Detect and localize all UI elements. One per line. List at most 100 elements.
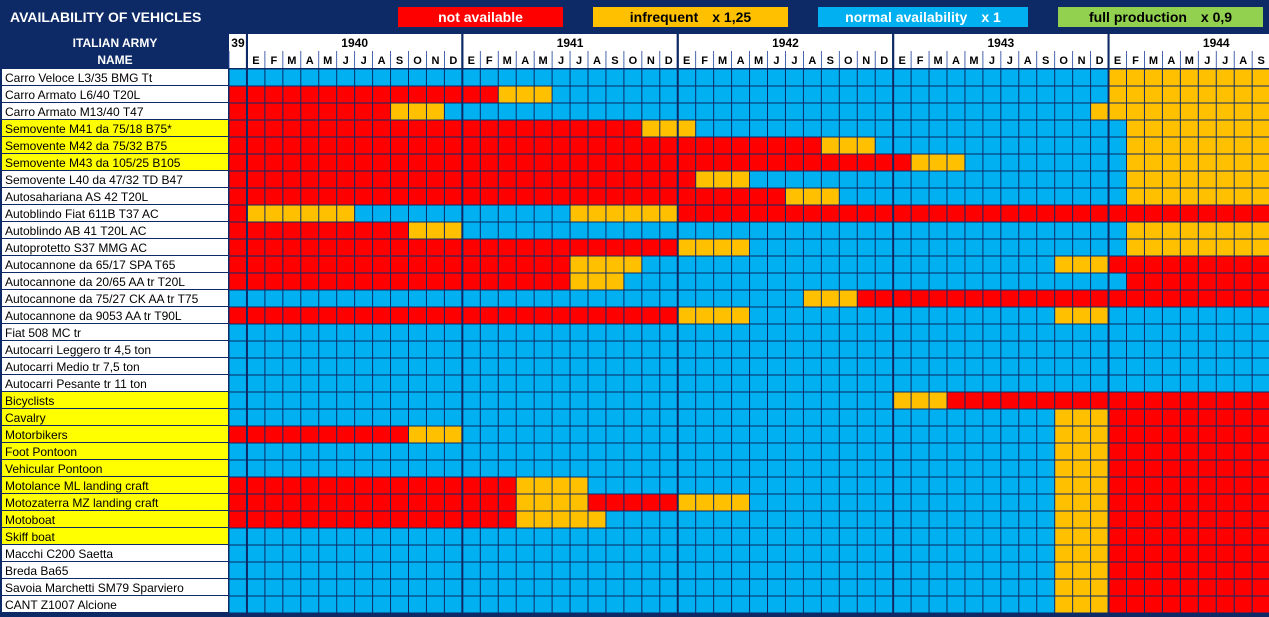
availability-cell bbox=[355, 324, 373, 341]
availability-cell bbox=[480, 528, 498, 545]
availability-cell bbox=[552, 426, 570, 443]
availability-cell bbox=[696, 239, 714, 256]
availability-cell bbox=[391, 154, 408, 171]
availability-cell bbox=[947, 477, 965, 494]
availability-cell bbox=[624, 154, 642, 171]
availability-cell bbox=[247, 290, 265, 307]
month-label: A bbox=[378, 55, 386, 67]
availability-cell bbox=[480, 239, 498, 256]
availability-cell bbox=[337, 511, 355, 528]
availability-cell bbox=[373, 460, 391, 477]
availability-cell bbox=[606, 69, 624, 86]
availability-cell bbox=[337, 137, 355, 154]
availability-cell bbox=[660, 103, 678, 120]
availability-cell bbox=[1001, 375, 1019, 392]
availability-cell bbox=[893, 511, 911, 528]
availability-cell bbox=[391, 324, 408, 341]
availability-cell bbox=[1073, 477, 1091, 494]
month-label: S bbox=[396, 55, 403, 67]
availability-cell bbox=[624, 409, 642, 426]
availability-cell bbox=[1252, 290, 1269, 307]
availability-cell bbox=[839, 443, 857, 460]
availability-cell bbox=[857, 426, 875, 443]
row-name-cell bbox=[2, 239, 228, 255]
availability-cell bbox=[247, 120, 265, 137]
availability-cell bbox=[911, 103, 929, 120]
availability-cell bbox=[588, 358, 606, 375]
availability-cell bbox=[768, 324, 785, 341]
availability-cell bbox=[1109, 562, 1126, 579]
availability-cell bbox=[283, 239, 301, 256]
availability-cell bbox=[283, 154, 301, 171]
month-label: J bbox=[989, 55, 995, 67]
availability-cell bbox=[929, 137, 947, 154]
availability-cell bbox=[265, 375, 283, 392]
availability-cell bbox=[319, 341, 337, 358]
availability-cell bbox=[1252, 154, 1269, 171]
row-name-cell bbox=[2, 69, 228, 85]
availability-cell bbox=[1037, 426, 1055, 443]
availability-cell bbox=[1127, 460, 1144, 477]
availability-cell bbox=[1127, 545, 1144, 562]
availability-cell bbox=[803, 579, 821, 596]
availability-cell bbox=[265, 324, 283, 341]
year-label-1941: 1941 bbox=[557, 36, 584, 50]
availability-cell bbox=[1037, 409, 1055, 426]
availability-cell bbox=[480, 256, 498, 273]
row-name: Cavalry bbox=[5, 411, 46, 425]
availability-cell bbox=[857, 290, 875, 307]
availability-cell bbox=[1127, 341, 1144, 358]
availability-cell bbox=[660, 409, 678, 426]
availability-cell bbox=[337, 171, 355, 188]
availability-cell bbox=[498, 562, 516, 579]
availability-cell bbox=[498, 358, 516, 375]
availability-cell bbox=[265, 409, 283, 426]
availability-cell bbox=[1109, 290, 1126, 307]
availability-cell bbox=[785, 239, 803, 256]
row-name: Skiff boat bbox=[5, 530, 55, 544]
availability-cell bbox=[1252, 120, 1269, 137]
availability-cell bbox=[839, 477, 857, 494]
availability-cell bbox=[337, 528, 355, 545]
availability-cell bbox=[552, 341, 570, 358]
availability-cell bbox=[911, 494, 929, 511]
availability-cell bbox=[1019, 477, 1037, 494]
availability-cell bbox=[1234, 443, 1252, 460]
availability-cell bbox=[929, 273, 947, 290]
availability-cell bbox=[803, 409, 821, 426]
availability-cell bbox=[462, 69, 480, 86]
availability-cell bbox=[229, 205, 247, 222]
availability-cell bbox=[785, 443, 803, 460]
availability-cell bbox=[839, 358, 857, 375]
year-label-1944: 1944 bbox=[1203, 36, 1230, 50]
availability-cell bbox=[229, 171, 247, 188]
availability-cell bbox=[965, 69, 983, 86]
availability-cell bbox=[606, 358, 624, 375]
availability-cell bbox=[355, 307, 373, 324]
availability-cell bbox=[444, 426, 462, 443]
availability-cell bbox=[588, 375, 606, 392]
availability-cell bbox=[480, 579, 498, 596]
availability-cell bbox=[1037, 205, 1055, 222]
availability-cell bbox=[1198, 528, 1216, 545]
availability-cell bbox=[1001, 341, 1019, 358]
availability-cell bbox=[785, 137, 803, 154]
row-name-cell bbox=[2, 324, 228, 340]
availability-cell bbox=[1216, 341, 1234, 358]
availability-cell bbox=[373, 171, 391, 188]
availability-cell bbox=[355, 256, 373, 273]
availability-cell bbox=[624, 324, 642, 341]
availability-cell bbox=[983, 239, 1001, 256]
availability-cell bbox=[337, 103, 355, 120]
availability-cell bbox=[283, 324, 301, 341]
availability-cell bbox=[893, 205, 911, 222]
availability-cell bbox=[1252, 511, 1269, 528]
availability-cell bbox=[534, 188, 552, 205]
availability-cell bbox=[534, 409, 552, 426]
availability-cell bbox=[929, 528, 947, 545]
availability-cell bbox=[1162, 545, 1180, 562]
availability-cell bbox=[821, 562, 839, 579]
availability-cell bbox=[265, 528, 283, 545]
availability-cell bbox=[911, 256, 929, 273]
availability-cell bbox=[391, 86, 408, 103]
